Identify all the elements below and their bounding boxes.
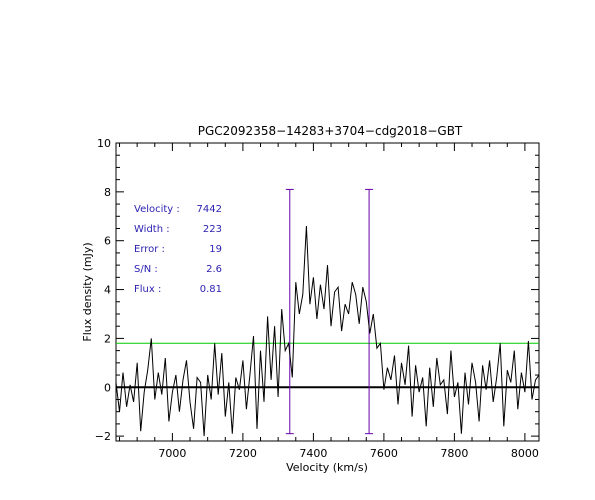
x-axis-label: Velocity (km/s) bbox=[286, 461, 368, 474]
chart-title: PGC2092358−14283+3704−cdg2018−GBT bbox=[198, 124, 463, 138]
y-tick-label: 10 bbox=[97, 137, 111, 150]
annotation-label: Flux : bbox=[134, 284, 161, 295]
annotation-label: Width : bbox=[134, 224, 170, 235]
x-tick-label: 7600 bbox=[370, 447, 398, 460]
annotation-value: 0.81 bbox=[200, 284, 222, 295]
spectrum-line bbox=[116, 225, 539, 437]
annotation-value: 7442 bbox=[197, 204, 222, 215]
x-tick-label: 7800 bbox=[440, 447, 468, 460]
x-tick-label: 7400 bbox=[299, 447, 327, 460]
annotation-value: 19 bbox=[209, 244, 222, 255]
annotation-label: Velocity : bbox=[134, 204, 180, 215]
y-tick-label: 4 bbox=[104, 284, 111, 297]
y-tick-label: 2 bbox=[104, 332, 111, 345]
y-tick-label: 0 bbox=[104, 381, 111, 394]
plot-frame bbox=[115, 142, 540, 442]
x-tick-label: 7000 bbox=[158, 447, 186, 460]
y-tick-label: 8 bbox=[104, 186, 111, 199]
annotation-label: Error : bbox=[134, 244, 165, 255]
measurement-annotations: Velocity : 7442 Width : 223 Error : 19 S/N : 2.… bbox=[134, 204, 222, 295]
y-tick-label: 6 bbox=[104, 235, 111, 248]
annotation-value: 223 bbox=[203, 224, 222, 235]
x-tick-label: 7200 bbox=[229, 447, 257, 460]
spectrum-series bbox=[116, 225, 539, 437]
annotation-label: S/N : bbox=[134, 264, 158, 275]
y-axis-label: Flux density (mJy) bbox=[81, 242, 94, 341]
y-tick-label: −2 bbox=[95, 430, 111, 443]
annotation-value: 2.6 bbox=[206, 264, 222, 275]
x-tick-label: 8000 bbox=[511, 447, 539, 460]
reference-lines bbox=[116, 188, 539, 435]
axis-ticks: 7000 7200 7400 7600 7800 8000 −2 0 2 4 6 8 10 bbox=[95, 137, 539, 460]
